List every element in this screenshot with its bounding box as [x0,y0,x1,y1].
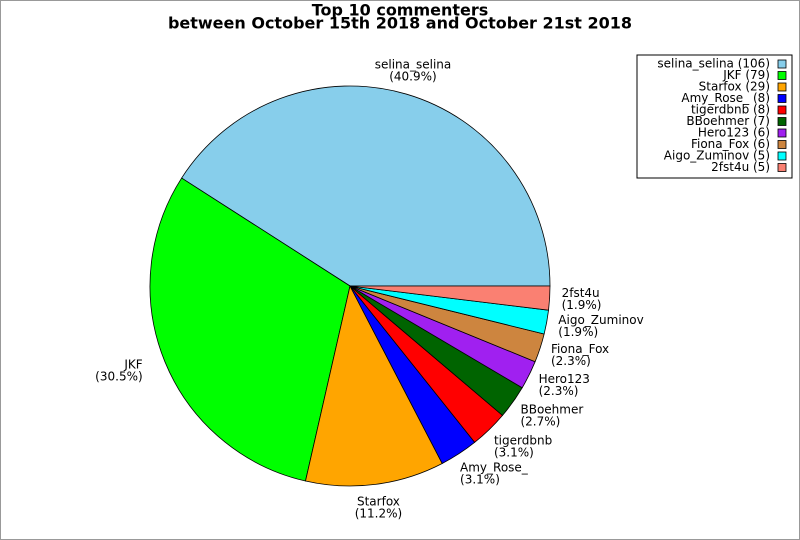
slice-percent: (3.1%) [494,445,534,459]
slice-percent: (2.3%) [551,354,591,368]
slice-percent: (3.1%) [460,472,500,486]
slice-label: tigerdbnb [494,433,552,447]
legend-swatch [777,140,787,149]
slice-label: BBoehmer [520,402,583,416]
chart-subtitle: between October 15th 2018 and October 21… [168,14,632,33]
slice-label: Amy_Rose_ [460,460,529,474]
slice-label: JKF [123,357,142,371]
slice-label: Starfox [357,495,400,509]
pie-slice [305,284,443,487]
legend-label: BBoehmer (7) [686,114,770,128]
slice-percent: (40.9%) [389,70,436,84]
legend-label: Hero123 (6) [698,126,770,140]
legend-swatch [777,94,787,103]
legend-swatch [777,82,787,92]
slice-label: Hero123 [539,372,590,386]
legend-label: JKF (79) [722,68,770,82]
legend-swatch [777,71,787,80]
pie-slice [349,285,551,311]
legend-label: selina_selina (106) [657,57,770,71]
slice-label: Fiona_Fox [551,342,609,356]
legend-label: tigerdbnb (8) [691,103,770,117]
legend-swatch [777,117,787,126]
chart-title: Top 10 commenters [312,1,489,20]
pie-slice [149,177,351,482]
slice-percent: (11.2%) [355,507,402,521]
legend-label: Amy_Rose_ (8) [681,91,770,105]
slice-percent: (2.3%) [539,384,579,398]
slice-percent: (1.9%) [562,298,602,312]
legend-label: Fiona_Fox (6) [691,137,770,151]
slice-percent: (1.9%) [558,325,598,339]
legend-label: Starfox (29) [699,80,770,94]
legend-box [636,54,793,179]
slice-label: 2fst4u [562,286,600,300]
legend-swatch [777,128,787,138]
legend-swatch [777,105,787,115]
legend-swatch [777,151,787,161]
legend-swatch [777,163,787,172]
slice-percent: (30.5%) [95,369,142,383]
legend-label: Aigo_Zuminov (5) [664,149,770,163]
legend-label: 2fst4u (5) [711,160,770,174]
slice-label: selina_selina [375,58,452,72]
slice-label: Aigo_Zuminov [558,313,643,327]
slice-percent: (2.7%) [520,414,560,428]
legend-swatch [777,59,787,69]
pie-slice [181,85,551,287]
